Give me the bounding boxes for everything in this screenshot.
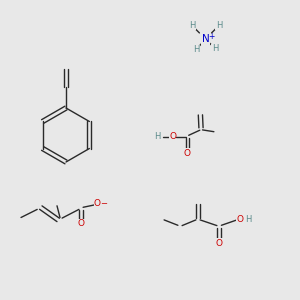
Text: O: O: [184, 148, 191, 158]
Text: N: N: [202, 34, 209, 44]
Text: O: O: [77, 219, 85, 228]
Text: O: O: [94, 200, 101, 208]
Text: O: O: [169, 132, 176, 141]
Text: O: O: [236, 214, 244, 224]
Text: +: +: [208, 32, 214, 41]
Text: O: O: [215, 238, 223, 247]
Text: H: H: [189, 21, 195, 30]
Text: H: H: [212, 44, 218, 53]
Text: −: −: [100, 200, 107, 208]
Text: H: H: [216, 21, 222, 30]
Text: H: H: [245, 214, 252, 224]
Text: H: H: [154, 132, 161, 141]
Text: H: H: [193, 45, 199, 54]
